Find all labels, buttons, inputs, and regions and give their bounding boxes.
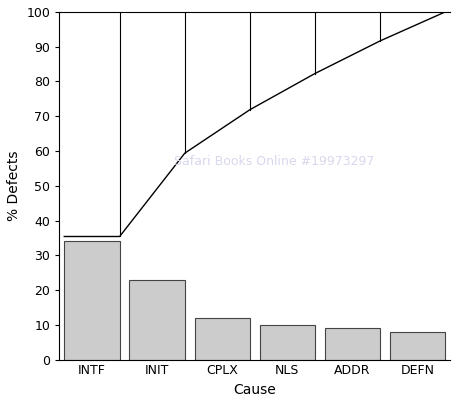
Bar (390, 332, 445, 360)
Bar (129, 280, 185, 360)
Text: Safari Books Online #19973297: Safari Books Online #19973297 (174, 155, 374, 168)
X-axis label: Cause: Cause (234, 383, 276, 397)
Bar (64, 242, 120, 360)
Y-axis label: % Defects: % Defects (7, 151, 21, 221)
Bar (195, 318, 250, 360)
Bar (325, 328, 380, 360)
Bar (260, 325, 315, 360)
